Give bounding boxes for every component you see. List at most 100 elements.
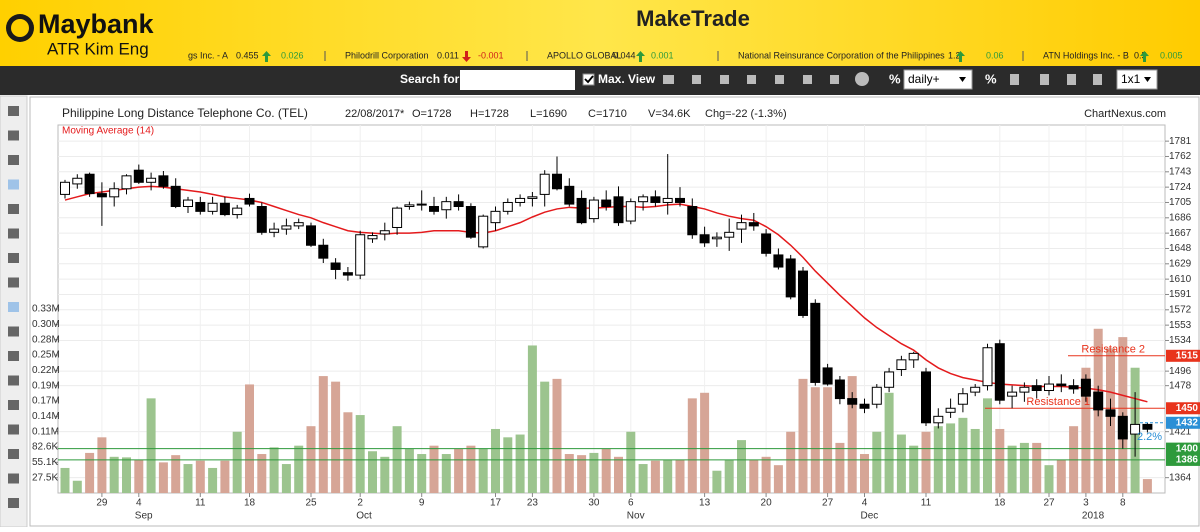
side-tool-icon[interactable] bbox=[8, 155, 19, 165]
select-arrow bbox=[959, 77, 966, 82]
y2-tick-label: 0.17M bbox=[32, 396, 60, 407]
tool-icon[interactable] bbox=[663, 75, 674, 84]
side-tool-icon[interactable] bbox=[8, 277, 19, 288]
volume-bar bbox=[860, 454, 869, 493]
side-tool-icon[interactable] bbox=[8, 106, 19, 116]
candle-body bbox=[650, 196, 661, 203]
candle-body bbox=[281, 225, 292, 230]
side-tool-icon[interactable] bbox=[8, 179, 19, 190]
side-tool-icon[interactable] bbox=[8, 498, 19, 508]
volume-bar bbox=[601, 448, 611, 493]
candle-body bbox=[490, 210, 501, 224]
y2-tick-label: 0.28M bbox=[32, 334, 60, 345]
x-tick-label: 23 bbox=[527, 498, 539, 509]
side-tool-icon[interactable] bbox=[8, 473, 19, 484]
tool-icon[interactable] bbox=[803, 75, 812, 84]
x-tick-label: 13 bbox=[699, 498, 711, 509]
volume-bar bbox=[454, 448, 464, 493]
y2-tick-label: 0.30M bbox=[32, 319, 60, 330]
candle-body bbox=[441, 201, 452, 211]
percent-button[interactable]: % bbox=[985, 71, 997, 86]
volume-bar bbox=[1007, 445, 1017, 493]
side-tool-icon[interactable] bbox=[8, 253, 19, 263]
tool-icon[interactable] bbox=[720, 75, 729, 84]
volume-bar bbox=[896, 434, 906, 493]
candle-body bbox=[822, 367, 833, 385]
candle-body bbox=[232, 207, 243, 216]
y2-tick-label: 0.25M bbox=[32, 350, 60, 361]
volume-bar bbox=[700, 392, 710, 493]
candle-body bbox=[60, 181, 70, 195]
candle-body bbox=[416, 203, 427, 206]
last-price-value: 1432 bbox=[1176, 417, 1199, 428]
candle-body bbox=[761, 233, 772, 254]
search-label: Search for: bbox=[400, 72, 463, 86]
chart-info: V=34.6K bbox=[648, 108, 691, 120]
side-tool-icon[interactable] bbox=[8, 375, 19, 386]
percent-button[interactable]: % bbox=[889, 71, 901, 86]
volume-bar bbox=[847, 376, 857, 493]
header-bar bbox=[0, 0, 1200, 66]
candle-body bbox=[711, 236, 722, 240]
candle-body bbox=[293, 222, 304, 227]
volume-bar bbox=[614, 456, 623, 493]
candle-body bbox=[342, 272, 353, 276]
month-label: 2018 bbox=[1082, 511, 1105, 522]
x-tick-label: 27 bbox=[822, 498, 834, 509]
candle-body bbox=[773, 254, 784, 268]
side-tool-icon[interactable] bbox=[8, 302, 19, 312]
side-tool-icon[interactable] bbox=[8, 400, 19, 410]
candle-body bbox=[1142, 423, 1153, 430]
interval-select[interactable] bbox=[903, 69, 973, 90]
candle-body bbox=[1093, 391, 1104, 411]
volume-bar bbox=[417, 454, 427, 493]
tool-icon[interactable] bbox=[1067, 74, 1076, 85]
level-value: 1515 bbox=[1176, 350, 1199, 361]
volume-bar bbox=[970, 428, 980, 493]
tool-icon[interactable] bbox=[1010, 74, 1019, 85]
x-tick-label: 4 bbox=[136, 498, 142, 509]
candle-body bbox=[429, 206, 439, 212]
candle-body bbox=[367, 235, 378, 240]
volume-bar bbox=[995, 428, 1005, 493]
candle-body bbox=[896, 359, 907, 371]
volume-bar bbox=[134, 459, 144, 493]
tool-icon[interactable] bbox=[747, 75, 756, 84]
candle-body bbox=[871, 386, 882, 405]
candle-body bbox=[834, 379, 845, 400]
candle-body bbox=[687, 206, 698, 236]
candle-body bbox=[982, 347, 993, 387]
chart-info: Chg=-22 (-1.3%) bbox=[705, 108, 787, 120]
candle-body bbox=[109, 188, 120, 198]
side-tool-icon[interactable] bbox=[8, 326, 19, 337]
volume-bar bbox=[823, 387, 833, 493]
tool-icon[interactable] bbox=[692, 75, 701, 84]
side-tool-icon[interactable] bbox=[8, 204, 19, 214]
tool-icon[interactable] bbox=[855, 72, 869, 86]
search-input[interactable] bbox=[460, 70, 575, 90]
candle-body bbox=[662, 197, 673, 203]
candle-body bbox=[72, 177, 83, 185]
volume-bar bbox=[404, 448, 414, 493]
tool-icon[interactable] bbox=[1093, 74, 1102, 85]
side-tool-icon[interactable] bbox=[8, 130, 19, 141]
max-view-checkbox[interactable] bbox=[582, 73, 595, 86]
ticker-name: APOLLO GLOBAL bbox=[547, 50, 622, 60]
candle-body bbox=[502, 201, 513, 212]
y2-tick-label: 82.6K bbox=[32, 442, 58, 453]
side-tool-icon[interactable] bbox=[8, 449, 19, 459]
app-title: MakeTrade bbox=[636, 6, 750, 31]
layout-select[interactable] bbox=[1116, 69, 1158, 90]
side-tool-icon[interactable] bbox=[8, 351, 19, 361]
moving-average-label: Moving Average (14) bbox=[62, 126, 154, 137]
volume-bar bbox=[232, 431, 242, 493]
side-tool-icon[interactable] bbox=[8, 228, 19, 239]
candle-body bbox=[994, 343, 1005, 401]
candle-body bbox=[146, 177, 157, 183]
side-tool-icon[interactable] bbox=[8, 424, 19, 435]
tool-icon[interactable] bbox=[1040, 74, 1049, 85]
tool-icon[interactable] bbox=[830, 75, 839, 84]
ticker-change: -0.001 bbox=[478, 50, 504, 60]
tool-icon[interactable] bbox=[775, 75, 784, 84]
x-tick-label: 25 bbox=[305, 498, 317, 509]
